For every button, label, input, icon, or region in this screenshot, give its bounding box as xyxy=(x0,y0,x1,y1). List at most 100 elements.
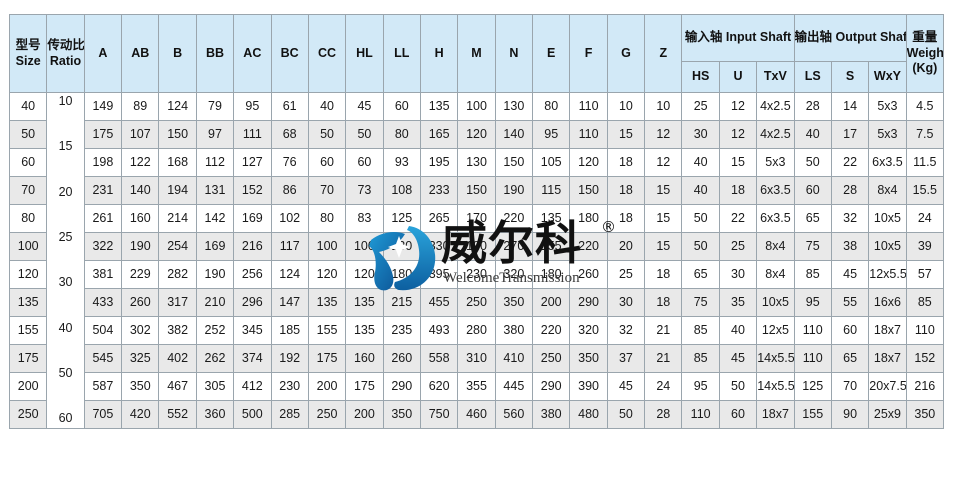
cell-wxy: 10x5 xyxy=(868,232,907,261)
cell-ls: 50 xyxy=(793,148,832,177)
cell-f: 320 xyxy=(569,316,608,345)
cell-a: 231 xyxy=(83,176,123,205)
cell-e: 250 xyxy=(532,344,571,373)
cell-size: 80 xyxy=(8,204,48,233)
cell-ls: 65 xyxy=(793,204,832,233)
cell-txv: 14x5.5 xyxy=(756,344,795,373)
cell-weight: 39 xyxy=(905,232,945,261)
cell-ac: 256 xyxy=(233,260,272,289)
cell-ll: 235 xyxy=(382,316,421,345)
cell-f: 180 xyxy=(569,204,608,233)
cell-bc: 147 xyxy=(270,288,309,317)
cell-ac: 152 xyxy=(233,176,272,205)
cell-hl: 50 xyxy=(345,120,384,149)
cell-ll: 290 xyxy=(382,372,421,401)
cell-h: 233 xyxy=(419,176,459,205)
cell-z: 24 xyxy=(644,372,683,401)
cell-txv: 18x7 xyxy=(756,400,795,429)
header-dim-e: E xyxy=(532,14,571,93)
cell-hl: 100 xyxy=(345,232,384,261)
cell-b: 282 xyxy=(158,260,197,289)
cell-h: 330 xyxy=(419,232,459,261)
cell-g: 18 xyxy=(606,148,646,177)
cell-size: 155 xyxy=(8,316,48,345)
cell-f: 110 xyxy=(569,92,608,121)
cell-bc: 124 xyxy=(270,260,309,289)
cell-hs: 25 xyxy=(681,92,720,121)
table-row: 120 381 229 282 190 256 124 120 120 180 395 230 320 1… xyxy=(8,260,945,289)
cell-ab: 160 xyxy=(121,204,160,233)
cell-n: 220 xyxy=(494,204,534,233)
cell-bb: 360 xyxy=(195,400,235,429)
header-dim-hl: HL xyxy=(345,14,384,93)
cell-ls: 85 xyxy=(793,260,832,289)
cell-ll: 180 xyxy=(382,260,421,289)
header-dim-h: H xyxy=(419,14,459,93)
header-dim-b: B xyxy=(158,14,197,93)
cell-u: 45 xyxy=(718,344,758,373)
cell-n: 130 xyxy=(494,92,534,121)
cell-ac: 345 xyxy=(233,316,272,345)
table-row: 135 433 260 317 210 296 147 135 135 215 455 250 350 2… xyxy=(8,288,945,317)
cell-e: 95 xyxy=(532,120,571,149)
cell-size: 120 xyxy=(8,260,48,289)
cell-ls: 28 xyxy=(793,92,832,121)
cell-bc: 86 xyxy=(270,176,309,205)
cell-cc: 60 xyxy=(307,148,347,177)
cell-m: 130 xyxy=(457,148,496,177)
cell-g: 18 xyxy=(606,204,646,233)
header-input-shaft-cn: 输入轴 xyxy=(684,30,723,45)
cell-h: 558 xyxy=(419,344,459,373)
table-row: 200 587 350 467 305 412 230 200 175 290 620 355 445 2… xyxy=(8,372,945,401)
cell-txv: 10x5 xyxy=(756,288,795,317)
cell-n: 320 xyxy=(494,260,534,289)
cell-wxy: 25x9 xyxy=(868,400,907,429)
cell-bb: 169 xyxy=(195,232,235,261)
header-output-s: S xyxy=(830,61,870,93)
cell-s: 22 xyxy=(830,148,870,177)
cell-bb: 142 xyxy=(195,204,235,233)
cell-b: 552 xyxy=(158,400,197,429)
cell-wxy: 18x7 xyxy=(868,344,907,373)
cell-f: 260 xyxy=(569,260,608,289)
cell-bb: 97 xyxy=(195,120,235,149)
cell-a: 149 xyxy=(83,92,123,121)
cell-h: 265 xyxy=(419,204,459,233)
cell-cc: 135 xyxy=(307,288,347,317)
cell-ac: 412 xyxy=(233,372,272,401)
cell-a: 545 xyxy=(83,344,123,373)
cell-wxy: 6x3.5 xyxy=(868,148,907,177)
cell-h: 620 xyxy=(419,372,459,401)
cell-ac: 296 xyxy=(233,288,272,317)
cell-g: 10 xyxy=(606,92,646,121)
cell-ls: 40 xyxy=(793,120,832,149)
cell-wxy: 18x7 xyxy=(868,316,907,345)
header-weight-unit: (Kg) xyxy=(912,61,938,76)
cell-bb: 112 xyxy=(195,148,235,177)
cell-g: 18 xyxy=(606,176,646,205)
cell-h: 165 xyxy=(419,120,459,149)
table-row: 50 175 107 150 97 111 68 50 50 80 165 120 140 95 110 15… xyxy=(8,120,945,149)
cell-hl: 135 xyxy=(345,288,384,317)
cell-z: 18 xyxy=(644,260,683,289)
cell-ll: 125 xyxy=(382,204,421,233)
cell-u: 50 xyxy=(718,372,758,401)
cell-hl: 45 xyxy=(345,92,384,121)
cell-bb: 305 xyxy=(195,372,235,401)
cell-wxy: 8x4 xyxy=(868,176,907,205)
cell-m: 100 xyxy=(457,92,496,121)
cell-a: 261 xyxy=(83,204,123,233)
table-row: 40 10 15 20 25 30 40 50 60 149 89 124 79 95 61 40 45 60 13… xyxy=(8,92,945,429)
cell-u: 15 xyxy=(718,148,758,177)
cell-ls: 125 xyxy=(793,372,832,401)
header-group-output-shaft: 输出轴 Output Shaft xyxy=(793,14,907,62)
cell-u: 12 xyxy=(718,120,758,149)
cell-weight: 11.5 xyxy=(905,148,945,177)
cell-ac: 216 xyxy=(233,232,272,261)
cell-s: 60 xyxy=(830,316,870,345)
cell-ll: 60 xyxy=(382,92,421,121)
cell-wxy: 10x5 xyxy=(868,204,907,233)
cell-u: 18 xyxy=(718,176,758,205)
cell-hs: 65 xyxy=(681,260,720,289)
cell-h: 750 xyxy=(419,400,459,429)
